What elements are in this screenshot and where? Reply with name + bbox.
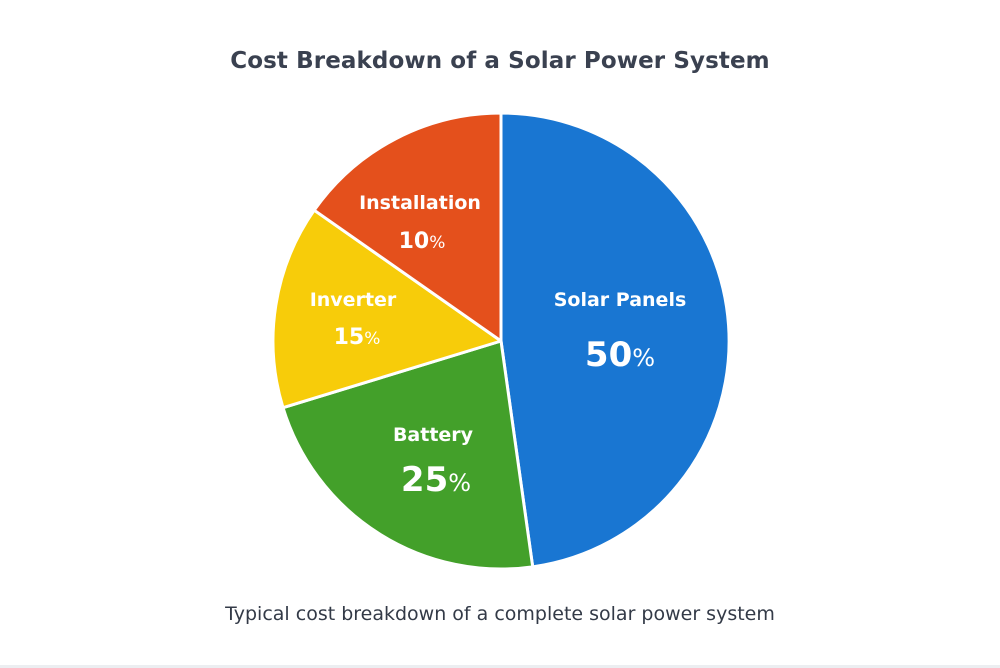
slice-inverter[interactable] [271,208,503,410]
slice-label-solar-panels: Solar Panels [554,289,687,311]
chart-title: Cost Breakdown of a Solar Power System [230,48,770,74]
slice-value-solar-panels: 50% [585,335,655,375]
slice-battery[interactable] [281,339,535,571]
slice-label-inverter: Inverter [310,289,397,311]
slice-label-installation: Installation [359,192,481,214]
slice-value-installation: 10% [399,229,446,254]
slice-installation[interactable] [312,111,503,343]
slice-label-battery: Battery [393,424,474,446]
chart-caption: Typical cost breakdown of a complete sol… [225,603,775,625]
slice-value-inverter: 15% [334,325,381,350]
slice-solar-panels[interactable] [499,111,731,569]
bottom-divider [0,665,1000,668]
slice-value-battery: 25% [401,460,471,500]
